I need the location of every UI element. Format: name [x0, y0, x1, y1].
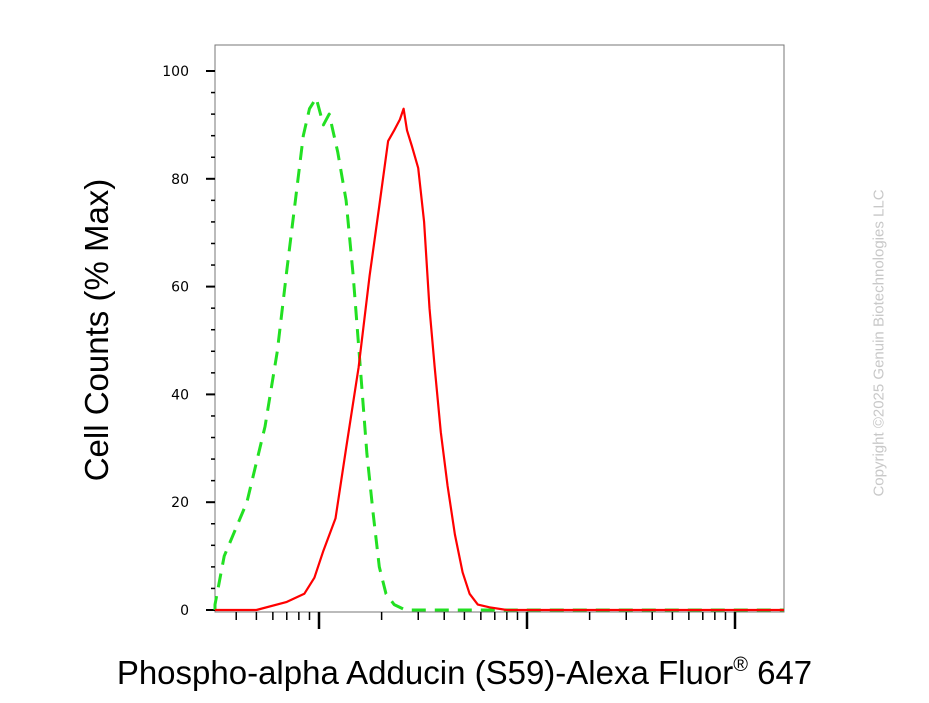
x-axis: [235, 612, 737, 629]
sample-histogram-line: [215, 107, 784, 612]
registered-mark: ®: [733, 654, 748, 676]
copyright-watermark: Copyright ©2025 Genuin Biotechnologies L…: [870, 189, 888, 497]
y-tick-label: 40: [171, 387, 189, 403]
y-tick-label: 60: [171, 280, 189, 296]
x-axis-label: Phospho-alpha Adducin (S59)-Alexa Fluor®…: [0, 654, 929, 692]
control-histogram-line: [213, 96, 784, 612]
y-axis-label: Cell Counts (% Max): [78, 178, 115, 482]
y-tick-label: 20: [171, 495, 189, 511]
y-tick-label: 80: [171, 172, 189, 188]
x-axis-label-end: 647: [747, 654, 813, 691]
series-layer: [213, 96, 784, 612]
y-tick-label: 0: [180, 603, 189, 619]
y-axis: 0 20 40 60 80 100: [162, 64, 215, 619]
x-axis-label-main: Phospho-alpha Adducin (S59)-Alexa Fluor: [116, 654, 734, 691]
plot-frame: [214, 44, 785, 613]
y-tick-label: 100: [162, 64, 189, 80]
